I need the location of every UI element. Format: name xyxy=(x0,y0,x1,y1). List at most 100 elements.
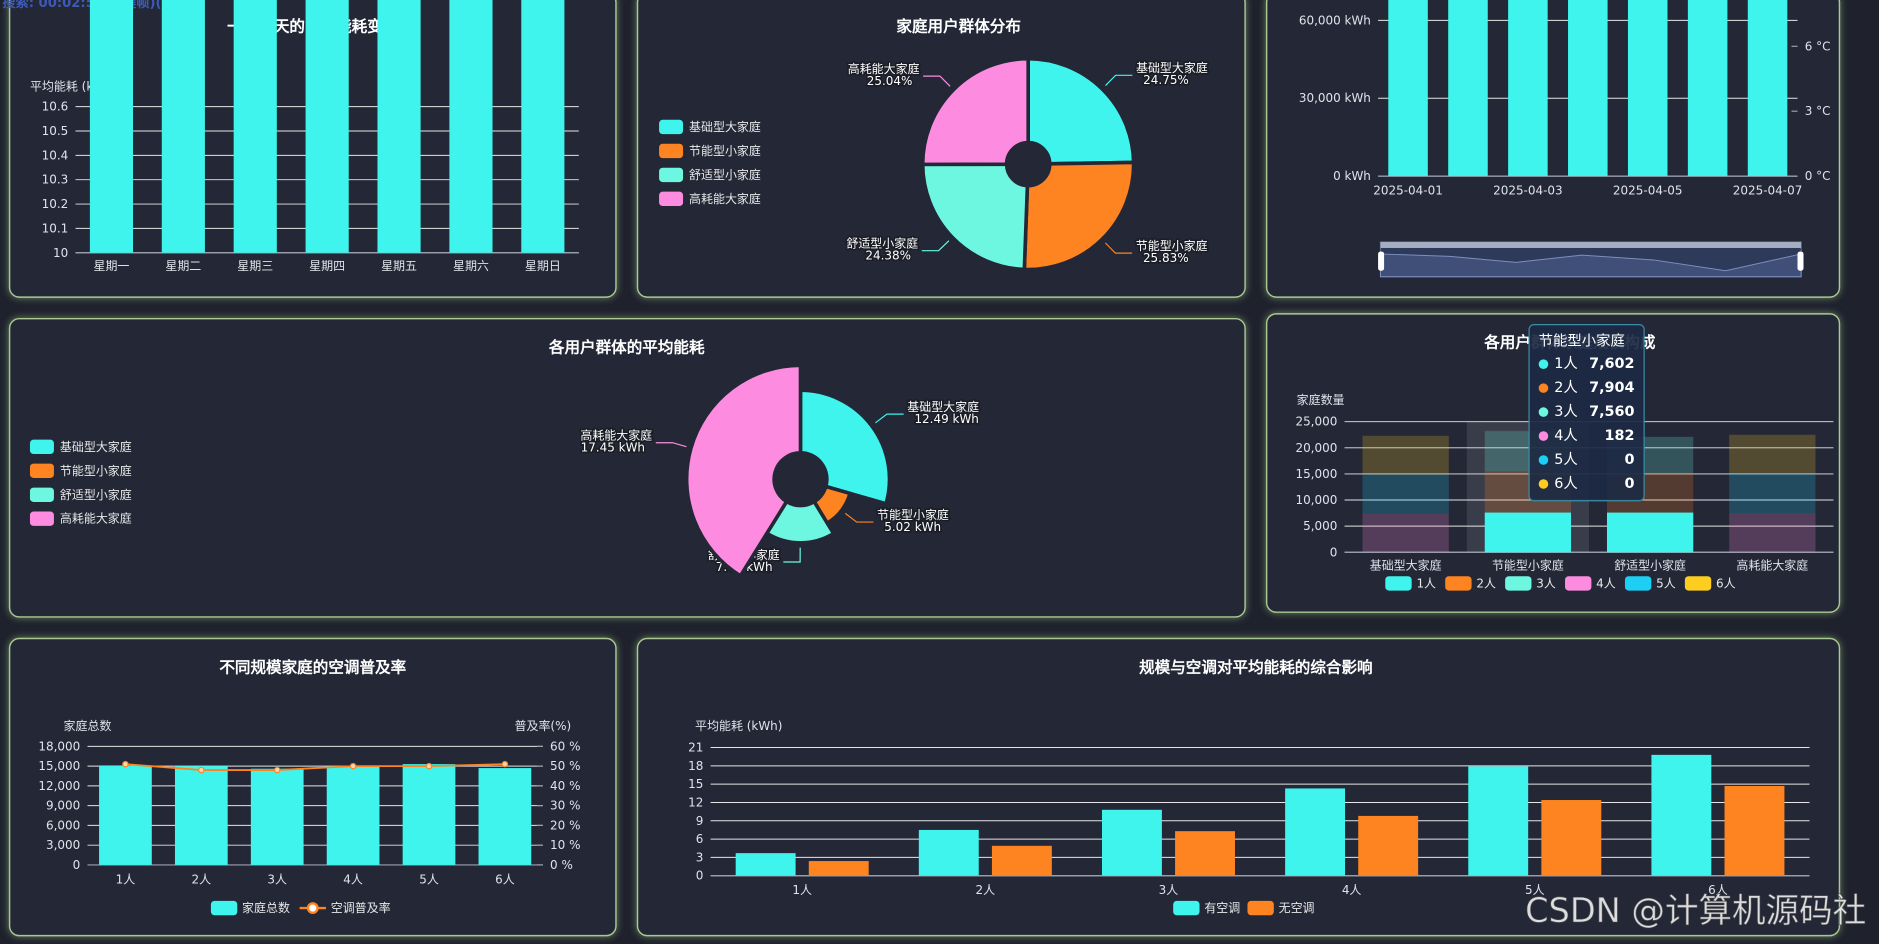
legend-icon xyxy=(1565,576,1592,591)
y2-tick-label: 40 % xyxy=(550,779,580,793)
y-tick-label: 20,000 xyxy=(1295,441,1337,455)
tooltip-name: 2人 xyxy=(1554,379,1578,396)
y-tick-label: 18 xyxy=(688,759,703,773)
bar xyxy=(305,0,349,253)
chart-title: 家庭用户群体分布 xyxy=(896,16,1021,35)
tooltip-name: 5人 xyxy=(1554,451,1578,468)
legend-icon xyxy=(1173,900,1200,916)
legend-icon xyxy=(1385,576,1412,591)
pie-slice xyxy=(920,56,1030,167)
tooltip-name: 3人 xyxy=(1554,403,1578,420)
legend-icon xyxy=(29,487,54,502)
x-tick-label: 2025-04-01 xyxy=(1373,183,1443,197)
bar xyxy=(1729,513,1816,553)
panel xyxy=(8,317,1246,618)
bar xyxy=(1362,474,1449,514)
y-tick-label: 15,000 xyxy=(38,759,80,773)
tooltip-name: 1人 xyxy=(1554,355,1578,372)
bar xyxy=(991,845,1052,876)
line-point xyxy=(122,760,129,768)
legend-icon xyxy=(1505,576,1532,591)
chart-title: 规模与空调对平均能耗的综合影响 xyxy=(1139,657,1372,676)
label-line xyxy=(655,442,687,448)
x-tick-label: 星期三 xyxy=(237,259,273,273)
x-tick-label: 星期日 xyxy=(525,259,561,273)
x-tick-label: 5人 xyxy=(1525,883,1545,897)
y-tick-label: 9,000 xyxy=(46,799,80,813)
y-tick-label: 3,000 xyxy=(46,838,80,852)
line-point xyxy=(273,766,281,774)
bar xyxy=(1606,512,1694,553)
legend-icon xyxy=(1624,576,1652,591)
label-line xyxy=(921,240,950,252)
y2-tick-label: 30 % xyxy=(550,799,580,813)
slice-value: 25.83% xyxy=(1143,251,1189,265)
legend-icon xyxy=(1684,576,1712,591)
slider-handle[interactable] xyxy=(1797,251,1804,271)
bar xyxy=(1747,0,1788,177)
bar xyxy=(326,766,380,865)
x-tick-label: 星期二 xyxy=(165,259,201,273)
line xyxy=(125,763,505,771)
y2-axis-label: 普及率(%) xyxy=(515,718,572,733)
y-tick-label: 10.6 xyxy=(42,100,69,114)
line-point xyxy=(425,762,433,770)
label-line xyxy=(875,413,904,424)
legend-label: 舒适型小家庭 xyxy=(689,167,761,182)
x-tick-label: 星期四 xyxy=(309,259,345,273)
bar xyxy=(174,766,228,865)
x-tick-label: 2025-04-05 xyxy=(1613,183,1683,197)
tooltip-value: 0 xyxy=(1625,476,1635,492)
x-tick-label: 3人 xyxy=(1159,883,1179,897)
slice-value: 17.45 kWh xyxy=(581,441,645,455)
bar xyxy=(1627,0,1668,177)
y-tick-label: 5,000 xyxy=(1303,519,1337,533)
legend-icon xyxy=(210,900,238,916)
bar xyxy=(449,0,493,253)
label-line xyxy=(923,75,951,87)
bar xyxy=(1388,0,1428,177)
slider-bar[interactable] xyxy=(1380,241,1802,248)
bar xyxy=(808,861,869,876)
y-tick-label: 0 xyxy=(1330,545,1338,559)
legend-label: 基础型大家庭 xyxy=(689,119,761,134)
x-tick-label: 2025-04-07 xyxy=(1733,183,1803,197)
x-tick-label: 节能型小家庭 xyxy=(1492,557,1564,572)
label-line xyxy=(844,512,874,523)
bar xyxy=(1729,473,1816,514)
y-tick-label: 6 xyxy=(696,832,704,846)
bar xyxy=(1362,513,1449,553)
line-point xyxy=(501,760,509,768)
x-tick-label: 2025-04-03 xyxy=(1493,183,1563,197)
legend-icon xyxy=(29,511,54,526)
legend-label: 6人 xyxy=(1716,576,1736,590)
slice-label: 节能型小家庭 xyxy=(877,507,949,522)
y2-tick-label: 0 % xyxy=(550,858,573,872)
data-zoom-slider[interactable] xyxy=(1378,241,1804,278)
x-tick-label: 6人 xyxy=(1708,883,1728,897)
bar xyxy=(1468,766,1529,876)
tooltip-dot xyxy=(1538,455,1549,465)
y2-tick-label: 10 % xyxy=(550,838,580,852)
pie-slice xyxy=(1026,56,1136,166)
y-tick-label: 10.1 xyxy=(42,221,69,235)
y-tick-label: 3 xyxy=(696,850,704,864)
label-line xyxy=(1104,242,1133,254)
line-point xyxy=(349,762,357,770)
slice-value: 12.49 kWh xyxy=(914,412,978,426)
slider-handle[interactable] xyxy=(1378,251,1385,271)
y2-tick-label: 20 % xyxy=(550,818,580,832)
legend-label: 节能型小家庭 xyxy=(689,143,761,158)
bar xyxy=(1541,800,1602,876)
legend-icon xyxy=(29,439,54,455)
bar xyxy=(1448,0,1488,177)
y-tick-label: 15,000 xyxy=(1295,467,1337,481)
watermark: CSDN @计算机源码社 xyxy=(1525,891,1866,930)
x-tick-label: 基础型大家庭 xyxy=(1370,557,1442,572)
y-tick-label: 12 xyxy=(688,795,703,809)
x-tick-label: 1人 xyxy=(116,872,136,886)
label-line xyxy=(783,547,801,563)
legend-label: 3人 xyxy=(1536,576,1556,590)
legend-label: 基础型大家庭 xyxy=(60,439,132,454)
